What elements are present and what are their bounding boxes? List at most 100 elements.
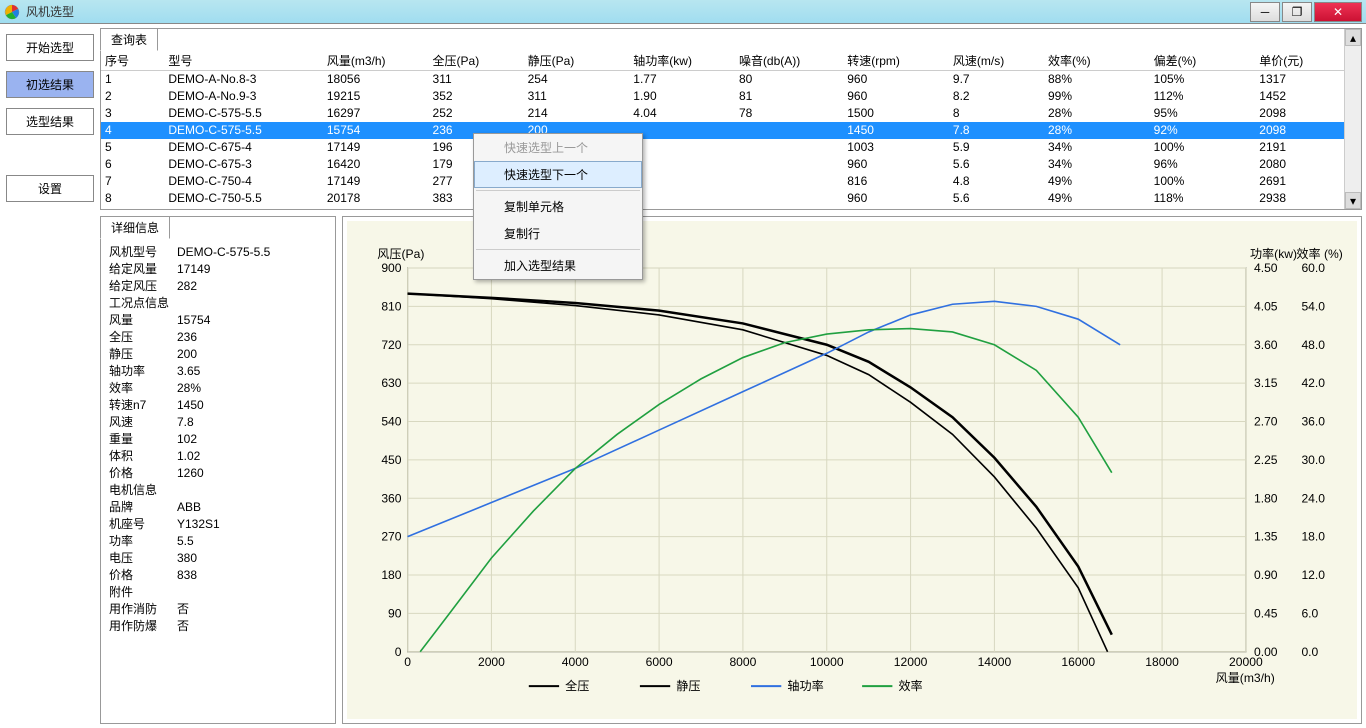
detail-row: 价格1260 <box>109 464 327 481</box>
svg-text:0.0: 0.0 <box>1301 645 1318 659</box>
maximize-button[interactable]: ❐ <box>1282 2 1312 22</box>
svg-text:效率: 效率 <box>898 678 922 693</box>
svg-text:轴功率: 轴功率 <box>787 678 823 693</box>
col-header[interactable]: 效率(%) <box>1044 51 1150 71</box>
close-button[interactable]: ✕ <box>1314 2 1362 22</box>
col-header[interactable]: 风量(m3/h) <box>323 51 429 71</box>
selection-results-button[interactable]: 选型结果 <box>6 108 94 135</box>
detail-row: 功率5.5 <box>109 532 327 549</box>
settings-button[interactable]: 设置 <box>6 175 94 202</box>
svg-text:12.0: 12.0 <box>1301 568 1325 582</box>
svg-text:0.00: 0.00 <box>1254 645 1278 659</box>
svg-text:4.50: 4.50 <box>1254 261 1278 275</box>
detail-row: 附件 <box>109 583 327 600</box>
detail-row: 电压380 <box>109 549 327 566</box>
menu-item[interactable]: 快速选型下一个 <box>474 161 642 188</box>
detail-row: 用作消防否 <box>109 600 327 617</box>
svg-text:60.0: 60.0 <box>1301 261 1325 275</box>
menu-item[interactable]: 加入选型结果 <box>474 252 642 279</box>
menu-item: 快速选型上一个 <box>474 134 642 161</box>
col-header[interactable]: 静压(Pa) <box>524 51 630 71</box>
table-row[interactable]: 9DEMO-C-750-3151332162057204.249%88%2580 <box>101 207 1361 210</box>
table-row[interactable]: 1DEMO-A-No.8-3180563112541.77809609.788%… <box>101 71 1361 88</box>
titlebar: 风机选型 ─ ❐ ✕ <box>0 0 1366 24</box>
table-row[interactable]: 3DEMO-C-575-5.5162972522144.04781500828%… <box>101 105 1361 122</box>
detail-row: 给定风压282 <box>109 277 327 294</box>
svg-text:效率 (%): 效率 (%) <box>1296 246 1342 261</box>
table-row[interactable]: 4DEMO-C-575-5.51575423620014507.828%92%2… <box>101 122 1361 139</box>
detail-row: 全压236 <box>109 328 327 345</box>
col-header[interactable]: 风速(m/s) <box>949 51 1044 71</box>
detail-row: 轴功率3.65 <box>109 362 327 379</box>
svg-text:8000: 8000 <box>729 655 756 669</box>
table-row[interactable]: 6DEMO-C-675-3164201791619605.634%96%2080 <box>101 156 1361 173</box>
col-header[interactable]: 噪音(db(A)) <box>735 51 843 71</box>
app-icon <box>4 4 20 20</box>
performance-chart: 0200040006000800010000120001400016000180… <box>347 221 1357 719</box>
detail-row: 转速n71450 <box>109 396 327 413</box>
menu-item[interactable]: 复制行 <box>474 220 642 247</box>
svg-text:2000: 2000 <box>478 655 505 669</box>
table-row[interactable]: 5DEMO-C-675-41714919617510035.934%100%21… <box>101 139 1361 156</box>
detail-row: 价格838 <box>109 566 327 583</box>
table-row[interactable]: 8DEMO-C-750-5.5201783833649605.649%118%2… <box>101 190 1361 207</box>
detail-row: 效率28% <box>109 379 327 396</box>
table-row[interactable]: 7DEMO-C-750-4171492772638164.849%100%269… <box>101 173 1361 190</box>
svg-text:0: 0 <box>395 645 402 659</box>
query-tab[interactable]: 查询表 <box>100 28 158 51</box>
detail-row: 电机信息 <box>109 481 327 498</box>
svg-text:450: 450 <box>381 453 401 467</box>
col-header[interactable]: 型号 <box>164 51 322 71</box>
svg-text:16000: 16000 <box>1061 655 1095 669</box>
results-table[interactable]: 序号型号风量(m3/h)全压(Pa)静压(Pa)轴功率(kw)噪音(db(A))… <box>101 51 1361 209</box>
detail-tab[interactable]: 详细信息 <box>100 216 170 239</box>
detail-row: 给定风量17149 <box>109 260 327 277</box>
window-title: 风机选型 <box>26 3 1248 20</box>
svg-text:540: 540 <box>381 415 401 429</box>
chart-panel: 0200040006000800010000120001400016000180… <box>342 216 1362 724</box>
detail-row: 风速7.8 <box>109 413 327 430</box>
col-header[interactable]: 转速(rpm) <box>843 51 949 71</box>
svg-text:54.0: 54.0 <box>1301 299 1325 313</box>
svg-text:630: 630 <box>381 376 401 390</box>
svg-text:功率(kw): 功率(kw) <box>1250 246 1297 261</box>
detail-row: 用作防爆否 <box>109 617 327 634</box>
svg-text:24.0: 24.0 <box>1301 491 1325 505</box>
svg-text:14000: 14000 <box>978 655 1012 669</box>
svg-text:90: 90 <box>388 606 402 620</box>
svg-text:0: 0 <box>404 655 411 669</box>
col-header[interactable]: 序号 <box>101 51 164 71</box>
svg-text:0.90: 0.90 <box>1254 568 1278 582</box>
prelim-results-button[interactable]: 初选结果 <box>6 71 94 98</box>
col-header[interactable]: 偏差(%) <box>1150 51 1256 71</box>
svg-text:静压: 静压 <box>676 679 700 693</box>
minimize-button[interactable]: ─ <box>1250 2 1280 22</box>
svg-text:360: 360 <box>381 491 401 505</box>
table-scrollbar[interactable]: ▴ ▾ <box>1344 29 1361 209</box>
svg-text:42.0: 42.0 <box>1301 376 1325 390</box>
scroll-up-icon[interactable]: ▴ <box>1345 29 1361 46</box>
start-selection-button[interactable]: 开始选型 <box>6 34 94 61</box>
menu-item[interactable]: 复制单元格 <box>474 193 642 220</box>
svg-text:10000: 10000 <box>810 655 844 669</box>
table-row[interactable]: 2DEMO-A-No.9-3192153523111.90819608.299%… <box>101 88 1361 105</box>
detail-row: 风机型号DEMO-C-575-5.5 <box>109 243 327 260</box>
svg-text:3.15: 3.15 <box>1254 376 1278 390</box>
svg-text:180: 180 <box>381 568 401 582</box>
svg-text:2.25: 2.25 <box>1254 453 1278 467</box>
scroll-down-icon[interactable]: ▾ <box>1345 192 1361 209</box>
detail-panel: 详细信息 风机型号DEMO-C-575-5.5给定风量17149给定风压282工… <box>100 216 336 724</box>
svg-text:720: 720 <box>381 338 401 352</box>
svg-text:6.0: 6.0 <box>1301 606 1318 620</box>
col-header[interactable]: 全压(Pa) <box>429 51 524 71</box>
svg-text:风量(m3/h): 风量(m3/h) <box>1216 671 1275 685</box>
svg-text:18.0: 18.0 <box>1301 530 1325 544</box>
svg-text:6000: 6000 <box>646 655 673 669</box>
svg-text:4000: 4000 <box>562 655 589 669</box>
detail-row: 机座号Y132S1 <box>109 515 327 532</box>
context-menu[interactable]: 快速选型上一个快速选型下一个复制单元格复制行加入选型结果 <box>473 133 643 280</box>
svg-text:30.0: 30.0 <box>1301 453 1325 467</box>
col-header[interactable]: 轴功率(kw) <box>629 51 735 71</box>
svg-text:2.70: 2.70 <box>1254 415 1278 429</box>
query-panel: 查询表 共 11 条结果，用时 2 毫秒 序号型号风量(m3/h)全压(Pa)静… <box>100 28 1362 210</box>
